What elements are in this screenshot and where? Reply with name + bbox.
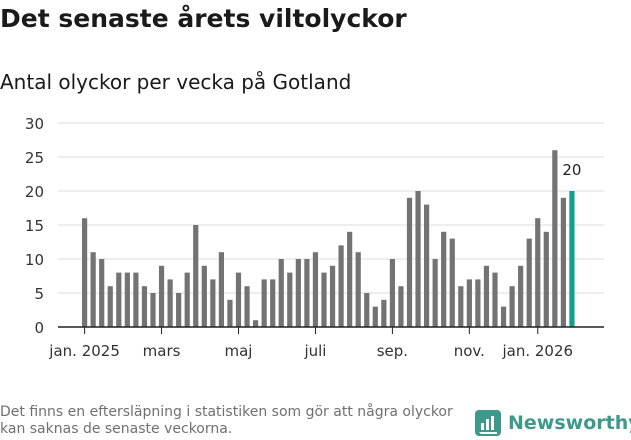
bar [509, 286, 515, 327]
bar [406, 197, 413, 327]
bar [321, 272, 327, 327]
x-tick-label: mars [143, 342, 181, 360]
bar [432, 259, 438, 327]
bar [167, 279, 173, 327]
newsworthy-logo[interactable]: Newsworthy [475, 408, 631, 438]
bar [543, 231, 549, 327]
bar [381, 299, 387, 327]
bar [449, 238, 455, 327]
x-tick-label: jan. 2025 [48, 342, 120, 360]
bar [415, 191, 421, 327]
bar [158, 265, 165, 327]
bar [372, 306, 378, 327]
bar [278, 259, 284, 327]
y-tick-label: 20 [25, 183, 44, 201]
x-axis: jan. 2025 mars maj juli sep. nov. jan. 2026 [48, 326, 604, 360]
x-tick-label: juli [303, 342, 326, 360]
bar [124, 272, 130, 327]
y-tick-label: 30 [25, 115, 44, 133]
x-tick-label: jan. 2026 [501, 342, 573, 360]
bar-chart: 0 5 10 15 20 25 30 jan. 2025 mars maj juli sep. nov… [25, 115, 604, 360]
bar [329, 265, 336, 327]
bar [287, 272, 293, 327]
bar [295, 259, 301, 327]
bar [150, 293, 156, 327]
bar [176, 293, 182, 327]
bar [441, 231, 447, 327]
bar [338, 245, 344, 327]
bar [218, 252, 224, 327]
bar [347, 231, 353, 327]
bar [500, 306, 507, 327]
bar [235, 272, 242, 327]
bar [458, 286, 464, 327]
bar [210, 279, 216, 327]
bar [193, 225, 199, 327]
bar [355, 252, 361, 327]
y-tick-label: 25 [25, 149, 44, 167]
footnote: Det finns en eftersläpning i statistiken… [0, 404, 453, 437]
y-axis-labels: 0 5 10 15 20 25 30 [25, 115, 44, 337]
bar [253, 320, 259, 327]
x-tick-label: sep. [377, 342, 408, 360]
brand-name: Newsworthy [508, 412, 631, 434]
bar [398, 286, 404, 327]
bar [244, 286, 250, 327]
bar [364, 293, 370, 327]
bar [227, 299, 233, 327]
bar [535, 218, 541, 327]
bar [82, 218, 88, 327]
chart-title: Det senaste årets viltolyckor [0, 4, 407, 33]
bar [116, 272, 122, 327]
bar-highlight [569, 191, 575, 327]
bar [483, 265, 490, 327]
bar [475, 279, 481, 327]
bar [560, 197, 566, 327]
bar [389, 259, 395, 327]
y-tick-label: 15 [25, 217, 44, 235]
newsworthy-icon [475, 410, 501, 436]
bar [312, 252, 319, 327]
chart-subtitle: Antal olyckor per vecka på Gotland [0, 70, 352, 94]
y-tick-label: 0 [34, 319, 44, 337]
bar [90, 252, 96, 327]
bar [107, 286, 113, 327]
bars [82, 150, 575, 327]
bar [518, 265, 524, 327]
bar [261, 279, 267, 327]
bar [466, 279, 472, 327]
y-tick-label: 10 [25, 251, 44, 269]
annotations: 20 [562, 161, 581, 179]
x-tick-label: maj [225, 342, 253, 360]
bar [304, 259, 310, 327]
bar [552, 150, 558, 327]
bar [141, 286, 148, 327]
bar [270, 279, 276, 327]
bar [424, 204, 430, 327]
x-tick-label: nov. [454, 342, 485, 360]
bar [492, 272, 498, 327]
bar [99, 259, 105, 327]
y-tick-label: 5 [34, 285, 44, 303]
highlight-value-label: 20 [562, 161, 581, 179]
bar [526, 238, 532, 327]
bar [184, 272, 190, 327]
bar [133, 272, 139, 327]
bar [201, 265, 207, 327]
